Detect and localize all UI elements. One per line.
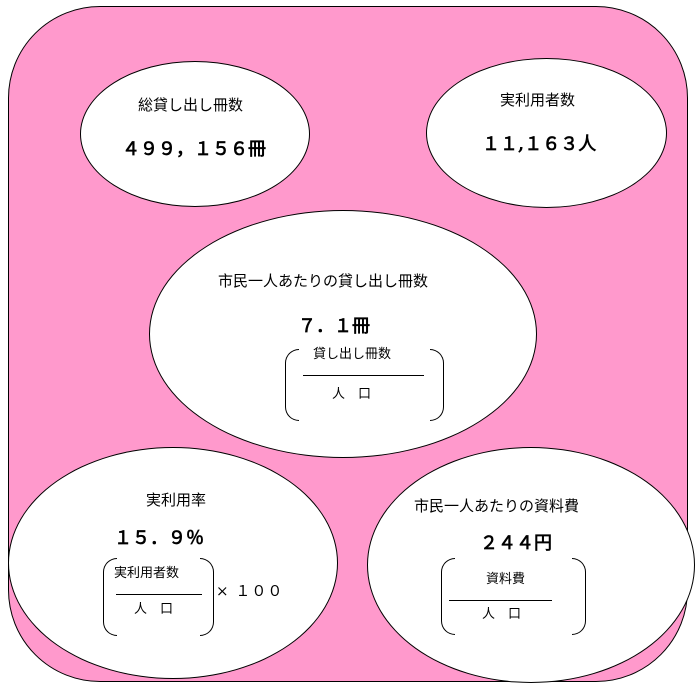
total-loans-value: ４９９，１５６冊	[122, 139, 266, 160]
total-loans-label: 総貸し出し冊数	[138, 96, 244, 114]
right-bracket	[200, 558, 214, 636]
material-cost-numerator: 資料費	[486, 572, 526, 587]
material-cost-label: 市民一人あたりの資料費	[414, 497, 580, 515]
usage-rate-oval	[8, 447, 338, 679]
actual-users-value: １１,１６３人	[482, 134, 597, 155]
material-cost-oval	[367, 447, 695, 683]
loans-numerator: 貸し出し冊数	[313, 347, 392, 362]
material-cost-value: ２４４円	[480, 533, 552, 554]
left-bracket	[285, 349, 299, 421]
usage-denominator: 人 口	[134, 602, 174, 617]
fraction-line	[449, 600, 552, 601]
material-cost-denominator: 人 口	[482, 607, 522, 622]
left-bracket	[441, 558, 455, 635]
fraction-line	[116, 594, 202, 595]
fraction-line	[303, 375, 424, 376]
right-bracket	[430, 349, 444, 421]
loans-per-citizen-label: 市民一人あたりの貸し出し冊数	[218, 272, 429, 290]
usage-rate-value: １５．９％	[114, 528, 204, 549]
actual-users-label: 実利用者数	[500, 91, 576, 109]
loans-per-citizen-value: ７．１冊	[298, 316, 370, 337]
total-loans-oval	[80, 61, 310, 207]
actual-users-oval	[426, 58, 667, 208]
loans-per-citizen-oval	[149, 210, 537, 458]
usage-rate-label: 実利用率	[146, 491, 207, 509]
usage-multiplier: × １００	[216, 582, 284, 600]
right-bracket	[572, 558, 586, 635]
loans-denominator: 人 口	[332, 387, 372, 402]
usage-numerator: 実利用者数	[114, 566, 180, 581]
